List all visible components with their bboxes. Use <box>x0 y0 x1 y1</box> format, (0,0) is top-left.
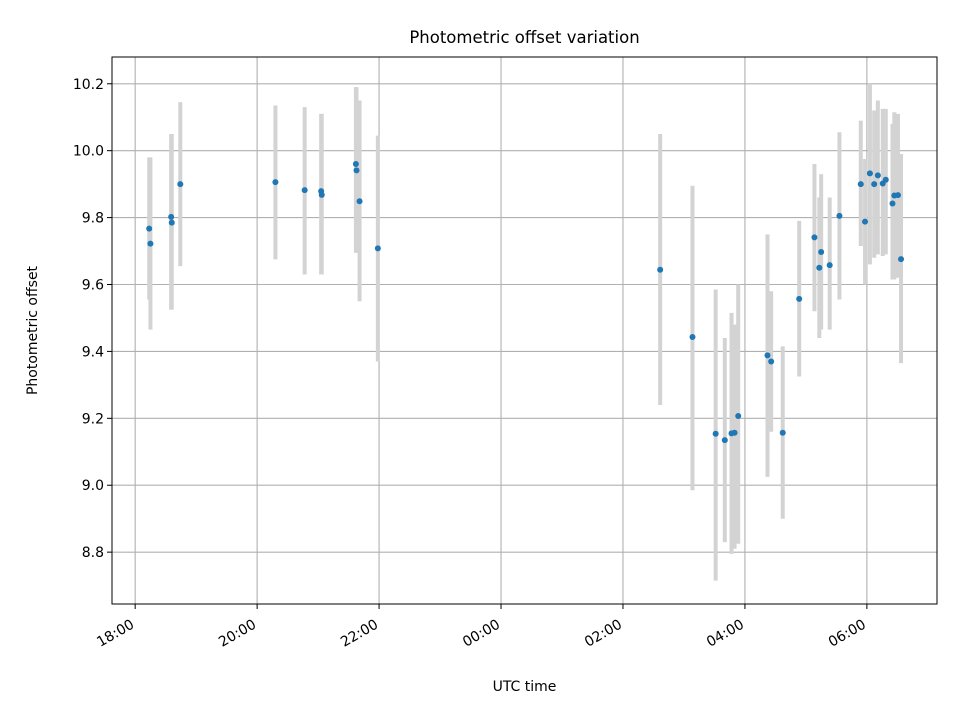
data-point <box>318 191 325 198</box>
data-point <box>836 212 843 219</box>
data-point <box>168 213 175 220</box>
y-tick-label: 9.2 <box>82 411 104 427</box>
y-tick-label: 9.6 <box>82 277 104 293</box>
data-point <box>871 181 878 188</box>
data-point <box>352 161 359 168</box>
chart-title: Photometric offset variation <box>409 28 639 47</box>
data-point <box>764 352 771 359</box>
data-point <box>894 192 901 199</box>
y-tick-label: 9.0 <box>82 478 104 494</box>
data-point <box>356 198 363 205</box>
y-tick-label: 10.0 <box>73 144 104 160</box>
data-point <box>374 245 381 252</box>
data-point <box>857 181 864 188</box>
data-points <box>146 161 905 444</box>
data-point <box>874 172 881 179</box>
data-point <box>866 170 873 177</box>
data-point <box>721 437 728 444</box>
y-axis-label: Photometric offset <box>25 265 41 395</box>
y-tick-label: 9.8 <box>82 211 104 227</box>
data-point <box>889 200 896 207</box>
data-point <box>768 358 775 365</box>
data-point <box>862 218 869 225</box>
data-point <box>731 429 738 436</box>
data-point <box>657 266 664 273</box>
data-point <box>816 264 823 271</box>
data-point <box>177 181 184 188</box>
data-point <box>146 225 153 232</box>
y-tick-label: 10.2 <box>73 77 104 93</box>
data-point <box>882 176 889 183</box>
data-point <box>168 219 175 226</box>
y-tick-label: 9.4 <box>82 344 104 360</box>
plot-frame <box>111 56 938 605</box>
data-point <box>898 256 905 263</box>
data-point <box>818 249 825 256</box>
data-point <box>272 179 279 186</box>
data-point <box>796 295 803 302</box>
y-axis-ticks: 8.8 9.0 9.2 9.4 9.6 9.8 10.0 10.2 <box>73 77 112 561</box>
grid-lines <box>112 57 937 604</box>
data-point <box>779 429 786 436</box>
data-point <box>301 187 308 194</box>
data-point <box>811 234 818 241</box>
data-point <box>147 240 154 247</box>
x-axis-label: UTC time <box>493 679 557 695</box>
y-tick-label: 8.8 <box>82 545 104 561</box>
data-point <box>712 430 719 437</box>
data-point <box>826 262 833 269</box>
data-point <box>353 167 360 174</box>
data-point <box>689 334 696 341</box>
data-point <box>735 412 742 419</box>
